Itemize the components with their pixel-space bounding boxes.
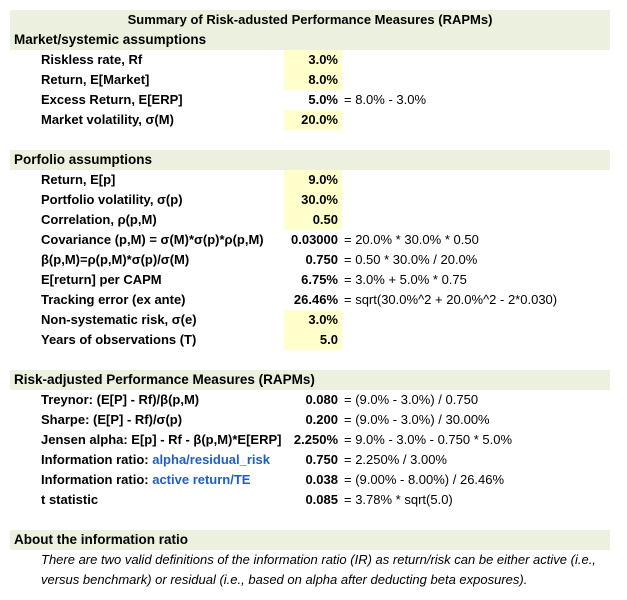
section-about-header: About the information ratio	[10, 530, 610, 550]
row-label: Sharpe: (E[P] - Rf)/σ(p)	[41, 412, 183, 427]
portfolio-row-correlation: Correlation, ρ(p,M) 0.50	[10, 210, 610, 230]
portfolio-row-return: Return, E[p] 9.0%	[10, 170, 610, 190]
input-cell-years[interactable]: 5.0	[284, 330, 342, 350]
row-formula: = 20.0% * 30.0% * 0.50	[344, 232, 479, 247]
row-label: Return, E[p]	[41, 172, 116, 187]
rapm-row-treynor: Treynor: (E[P] - Rf)/β(p,M) 0.080 = (9.0…	[10, 390, 610, 410]
input-cell-market-return[interactable]: 8.0%	[284, 70, 342, 90]
spacer	[10, 130, 610, 150]
rapm-row-t-statistic: t statistic 0.085 = 3.78% * sqrt(5.0)	[10, 490, 610, 510]
input-cell-correlation[interactable]: 0.50	[284, 210, 342, 230]
row-label: Portfolio volatility, σ(p)	[41, 192, 183, 207]
row-label-highlight: active return/TE	[152, 472, 251, 487]
rapm-row-sharpe: Sharpe: (E[P] - Rf)/σ(p) 0.200 = (9.0% -…	[10, 410, 610, 430]
row-label: Non-systematic risk, σ(e)	[41, 312, 197, 327]
spacer	[10, 350, 610, 370]
row-label-highlight: alpha/residual_risk	[152, 452, 270, 467]
section-portfolio-header: Porfolio assumptions	[10, 150, 610, 170]
row-label: β(p,M)=ρ(p,M)*σ(p)/σ(M)	[41, 252, 190, 267]
input-cell-nonsystematic-risk[interactable]: 3.0%	[284, 310, 342, 330]
row-formula: = 0.50 * 30.0% / 20.0%	[344, 252, 478, 267]
row-label: t statistic	[41, 492, 99, 507]
row-label: Correlation, ρ(p,M)	[41, 212, 157, 227]
row-label: Years of observations (T)	[41, 332, 197, 347]
row-label: Tracking error (ex ante)	[41, 292, 186, 307]
value-cell-beta: 0.750	[305, 252, 338, 267]
row-label: Information ratio: alpha/residual_risk	[41, 450, 270, 470]
value-cell-capm-return: 6.75%	[301, 272, 338, 287]
portfolio-row-years: Years of observations (T) 5.0	[10, 330, 610, 350]
row-formula: = 9.0% - 3.0% - 0.750 * 5.0%	[344, 432, 513, 447]
value-cell-info-ratio-residual: 0.750	[305, 452, 338, 467]
row-label: Covariance (p,M) = σ(M)*σ(p)*ρ(p,M)	[41, 232, 264, 247]
market-row-return: Return, E[Market] 8.0%	[10, 70, 610, 90]
row-label: Market volatility, σ(M)	[41, 112, 174, 127]
market-row-riskless: Riskless rate, Rf 3.0%	[10, 50, 610, 70]
value-cell-jensen-alpha: 2.250%	[293, 432, 338, 447]
row-formula: = (9.00% - 8.00%) / 26.46%	[344, 472, 505, 487]
rapm-row-info-ratio-active: Information ratio: active return/TE 0.03…	[10, 470, 610, 490]
portfolio-row-tracking-error: Tracking error (ex ante) 26.46% = sqrt(3…	[10, 290, 610, 310]
section-rapm-header: Risk-adjusted Performance Measures (RAPM…	[10, 370, 610, 390]
row-label: Riskless rate, Rf	[41, 52, 143, 67]
row-label: Return, E[Market]	[41, 72, 150, 87]
row-formula: = 8.0% - 3.0%	[344, 92, 427, 107]
portfolio-row-beta: β(p,M)=ρ(p,M)*σ(p)/σ(M) 0.750 = 0.50 * 3…	[10, 250, 610, 270]
row-label-text: Information ratio:	[41, 472, 153, 487]
sheet-title: Summary of Risk-adusted Performance Meas…	[10, 10, 610, 30]
value-cell-covariance: 0.03000	[291, 232, 338, 247]
row-label: Jensen alpha: E[p] - Rf - β(p,M)*E[ERP]	[41, 432, 282, 447]
section-market-header: Market/systemic assumptions	[10, 30, 610, 50]
value-cell-excess-return: 5.0%	[308, 92, 338, 107]
about-note-text: There are two valid definitions of the i…	[41, 552, 596, 587]
rapm-row-jensen-alpha: Jensen alpha: E[p] - Rf - β(p,M)*E[ERP] …	[10, 430, 610, 450]
row-formula: = 3.0% + 5.0% * 0.75	[344, 272, 467, 287]
row-formula: = (9.0% - 3.0%) / 30.00%	[344, 412, 490, 427]
input-cell-riskless-rate[interactable]: 3.0%	[284, 50, 342, 70]
market-row-excess-return: Excess Return, E[ERP] 5.0% = 8.0% - 3.0%	[10, 90, 610, 110]
row-label: Excess Return, E[ERP]	[41, 92, 183, 107]
row-label: Treynor: (E[P] - Rf)/β(p,M)	[41, 392, 200, 407]
row-label: E[return] per CAPM	[41, 272, 162, 287]
value-cell-info-ratio-active: 0.038	[305, 472, 338, 487]
value-cell-sharpe: 0.200	[305, 412, 338, 427]
input-cell-portfolio-volatility[interactable]: 30.0%	[284, 190, 342, 210]
row-formula: = 3.78% * sqrt(5.0)	[344, 492, 453, 507]
row-formula: = sqrt(30.0%^2 + 20.0%^2 - 2*0.030)	[344, 292, 558, 307]
value-cell-tracking-error: 26.46%	[293, 292, 338, 307]
input-cell-market-volatility[interactable]: 20.0%	[284, 110, 342, 130]
portfolio-row-volatility: Portfolio volatility, σ(p) 30.0%	[10, 190, 610, 210]
rapm-row-info-ratio-residual: Information ratio: alpha/residual_risk 0…	[10, 450, 610, 470]
value-cell-treynor: 0.080	[305, 392, 338, 407]
row-formula: = 2.250% / 3.00%	[344, 452, 447, 467]
portfolio-row-nonsystematic-risk: Non-systematic risk, σ(e) 3.0%	[10, 310, 610, 330]
spacer	[10, 510, 610, 530]
row-label-text: Information ratio:	[41, 452, 153, 467]
value-cell-t-statistic: 0.085	[305, 492, 338, 507]
row-label: Information ratio: active return/TE	[41, 470, 250, 490]
row-formula: = (9.0% - 3.0%) / 0.750	[344, 392, 479, 407]
portfolio-row-capm-return: E[return] per CAPM 6.75% = 3.0% + 5.0% *…	[10, 270, 610, 290]
portfolio-row-covariance: Covariance (p,M) = σ(M)*σ(p)*ρ(p,M) 0.03…	[10, 230, 610, 250]
spreadsheet: Summary of Risk-adusted Performance Meas…	[10, 10, 610, 590]
market-row-volatility: Market volatility, σ(M) 20.0%	[10, 110, 610, 130]
input-cell-portfolio-return[interactable]: 9.0%	[284, 170, 342, 190]
